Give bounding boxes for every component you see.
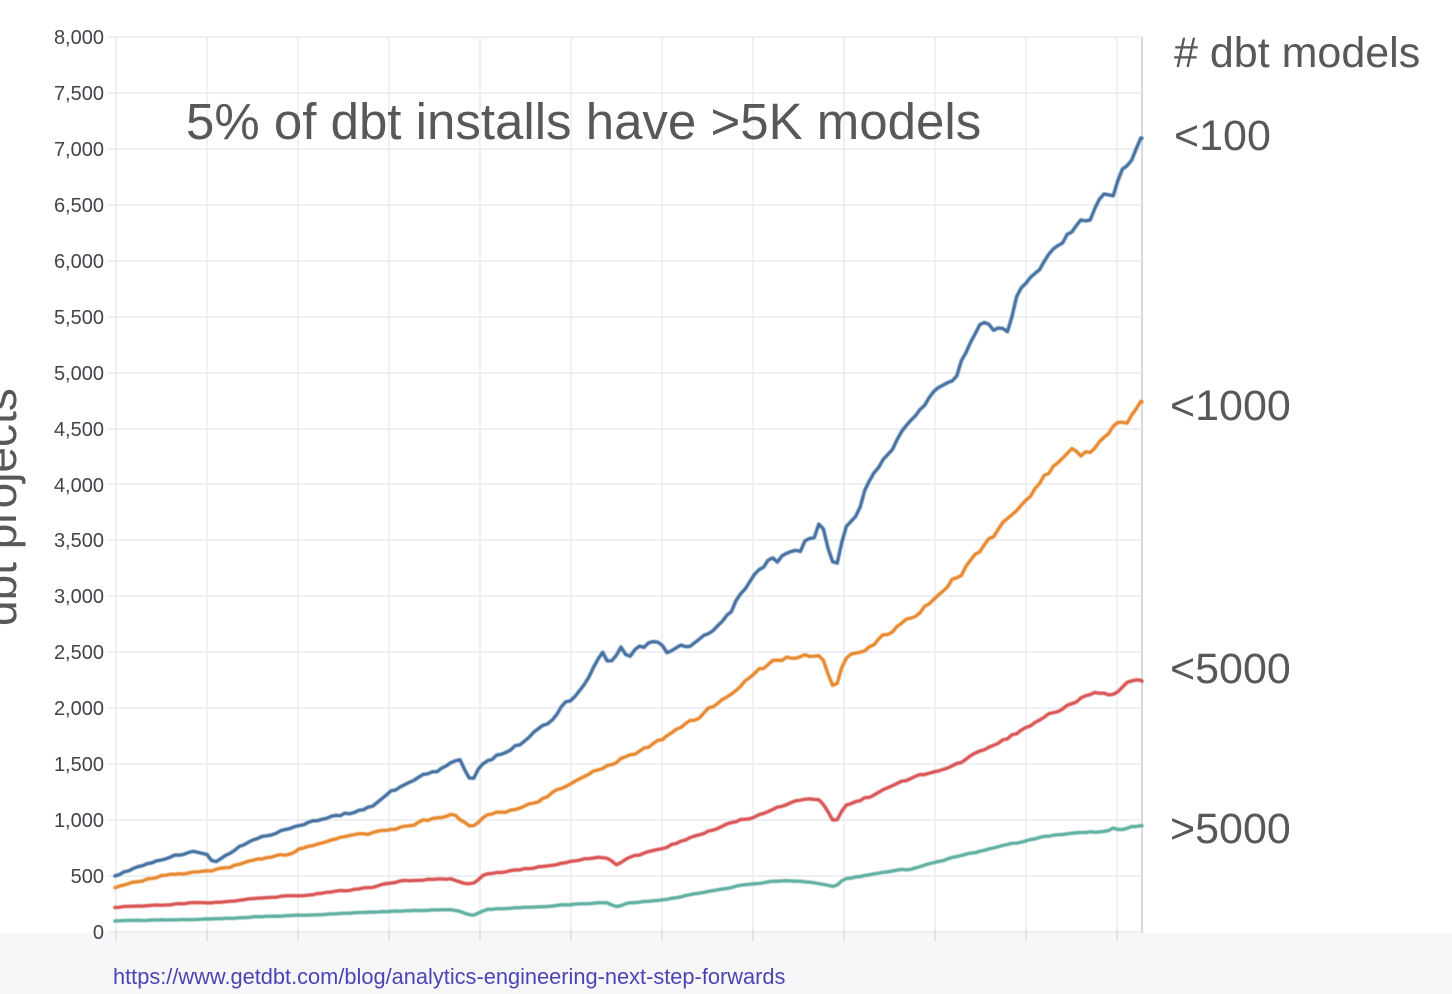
svg-text:4,000: 4,000	[54, 475, 104, 497]
svg-text:500: 500	[71, 866, 104, 888]
svg-text:2,500: 2,500	[54, 642, 104, 664]
svg-text:3,000: 3,000	[54, 586, 104, 608]
svg-text:2,000: 2,000	[54, 698, 104, 720]
svg-text:<1000: <1000	[1170, 382, 1291, 430]
svg-text:5,500: 5,500	[54, 307, 104, 329]
svg-text:# dbt models: # dbt models	[1174, 29, 1420, 77]
svg-text:6,500: 6,500	[54, 195, 104, 217]
svg-text:dbt projects: dbt projects	[0, 388, 26, 626]
svg-text:6,000: 6,000	[54, 251, 104, 273]
svg-text:4,500: 4,500	[54, 419, 104, 441]
svg-text:https://www.getdbt.com/blog/an: https://www.getdbt.com/blog/analytics-en…	[113, 964, 785, 989]
svg-text:<100: <100	[1174, 112, 1271, 160]
svg-text:7,500: 7,500	[54, 83, 104, 105]
svg-text:3,500: 3,500	[54, 530, 104, 552]
svg-text:8,000: 8,000	[54, 27, 104, 49]
svg-text:1,500: 1,500	[54, 754, 104, 776]
svg-text:0: 0	[93, 922, 104, 944]
svg-text:7,000: 7,000	[54, 139, 104, 161]
svg-text:5% of dbt installs have >5K mo: 5% of dbt installs have >5K models	[186, 93, 981, 150]
svg-text:1,000: 1,000	[54, 810, 104, 832]
svg-text:5,000: 5,000	[54, 363, 104, 385]
svg-text:<5000: <5000	[1170, 645, 1291, 693]
svg-text:>5000: >5000	[1170, 805, 1291, 853]
